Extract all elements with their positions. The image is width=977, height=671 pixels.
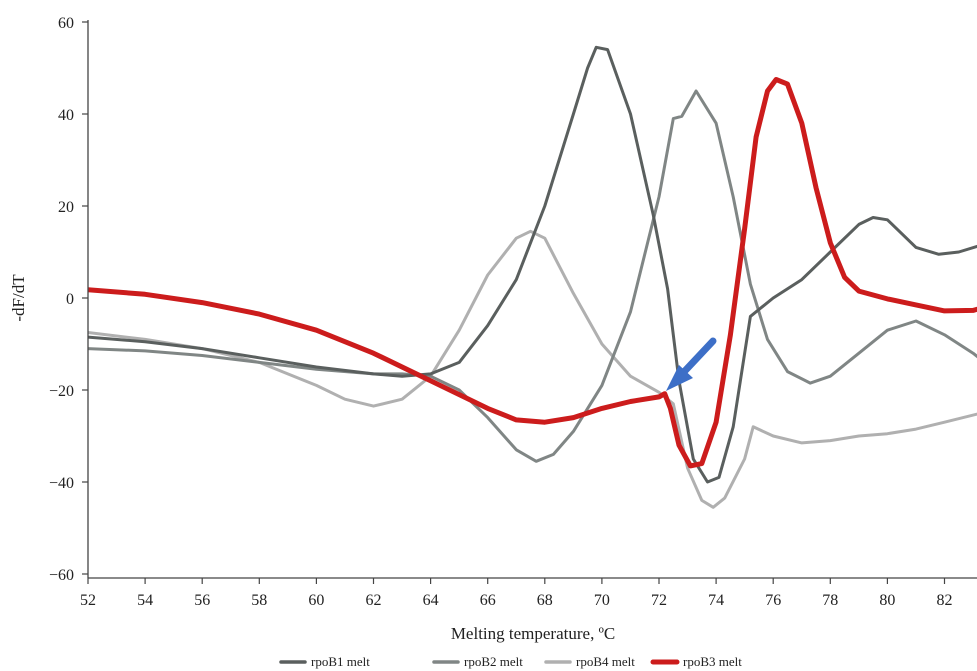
series-line-rpob3-melt xyxy=(88,77,977,469)
arrow-shaft xyxy=(678,337,717,378)
plot-area xyxy=(88,45,977,509)
x-tick-label: 66 xyxy=(480,592,496,609)
x-tick-label: 72 xyxy=(651,592,667,609)
x-tick-label: 54 xyxy=(137,592,153,609)
x-tick-label: 70 xyxy=(594,592,610,609)
series-lines xyxy=(88,45,977,509)
series-line-rpob4-melt xyxy=(88,229,977,509)
legend-label: rpoB4 melt xyxy=(576,654,635,669)
y-tick-label: 60 xyxy=(58,15,74,32)
series-line-rpob1-melt xyxy=(88,45,977,484)
x-axis-title: Melting temperature, ºC xyxy=(451,624,615,643)
legend-label: rpoB3 melt xyxy=(683,654,742,669)
x-tick-label: 80 xyxy=(879,592,895,609)
x-tick-label: 68 xyxy=(537,592,553,609)
x-tick-label: 82 xyxy=(937,592,953,609)
x-tick-label: 52 xyxy=(80,592,96,609)
x-tick-label: 56 xyxy=(194,592,210,609)
legend-label: rpoB1 melt xyxy=(311,654,370,669)
y-tick-label: 20 xyxy=(58,199,74,216)
arrow-head xyxy=(666,365,693,391)
y-tick-label: −20 xyxy=(49,383,74,400)
axes: 52 54 56 58 60 62 64 66 68 70 72 74 76 78 80 82 60 40 20 0 −… xyxy=(49,15,977,609)
x-tick-label: 64 xyxy=(423,592,439,609)
annotation-arrow xyxy=(666,337,717,391)
y-tick-label: 0 xyxy=(66,291,74,308)
y-tick-label: −60 xyxy=(49,567,74,584)
y-tick-label: 40 xyxy=(58,107,74,124)
y-tick-label: −40 xyxy=(49,475,74,492)
x-tick-label: 62 xyxy=(366,592,382,609)
x-tick-label: 74 xyxy=(708,592,724,609)
x-tick-label: 76 xyxy=(765,592,781,609)
x-tick-label: 60 xyxy=(308,592,324,609)
x-tick-label: 58 xyxy=(251,592,267,609)
legend: rpoB1 melt rpoB2 melt rpoB4 melt rpoB3 melt xyxy=(279,654,742,669)
y-axis-title: -dF/dT xyxy=(9,274,28,322)
legend-label: rpoB2 melt xyxy=(464,654,523,669)
x-tick-label: 78 xyxy=(822,592,838,609)
